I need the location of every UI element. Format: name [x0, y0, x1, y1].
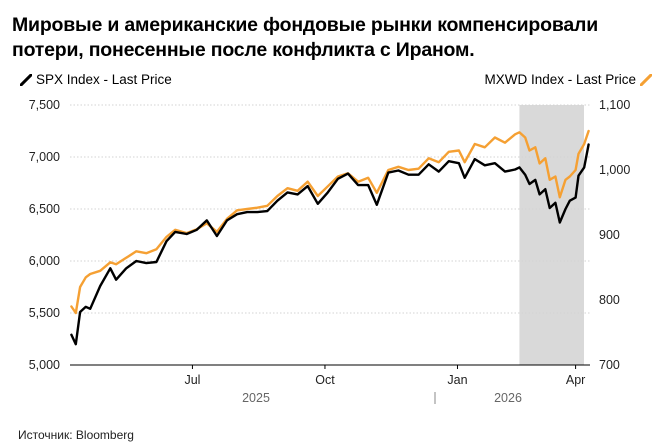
chart-title: Мировые и американские фондовые рынки ко… — [12, 14, 598, 61]
legend-spx-swatch — [20, 73, 32, 86]
y-left-tick-label: 5,500 — [29, 306, 60, 320]
x-tick-label: Jul — [184, 373, 200, 387]
y-left-tick-label: 7,500 — [29, 98, 60, 112]
shaded-region — [519, 105, 584, 365]
y-right-tick-label: 1,100 — [599, 98, 630, 112]
legend-mxwd: MXWD Index - Last Price — [484, 72, 652, 87]
legend-spx-label: SPX Index - Last Price — [36, 72, 172, 87]
legend-spx: SPX Index - Last Price — [20, 72, 172, 87]
y-right-tick-label: 800 — [599, 293, 620, 307]
y-left-tick-label: 7,000 — [29, 150, 60, 164]
y-right-tick-label: 700 — [599, 358, 620, 372]
y-right-tick-label: 1,000 — [599, 163, 630, 177]
y-left-tick-label: 6,500 — [29, 202, 60, 216]
year-label: 2025 — [242, 391, 270, 405]
x-tick-label: Jan — [447, 373, 467, 387]
x-tick-label: Apr — [566, 373, 585, 387]
mxwd-line — [70, 129, 590, 315]
year-label: 2026 — [494, 391, 522, 405]
y-left-tick-label: 6,000 — [29, 254, 60, 268]
y-left-tick-label: 5,000 — [29, 358, 60, 372]
legend-mxwd-swatch — [640, 73, 652, 86]
legend-mxwd-label: MXWD Index - Last Price — [484, 72, 636, 87]
x-tick-label: Oct — [315, 373, 335, 387]
y-right-tick-label: 900 — [599, 228, 620, 242]
source-note: Источник: Bloomberg — [18, 428, 134, 442]
spx-line — [70, 143, 590, 346]
